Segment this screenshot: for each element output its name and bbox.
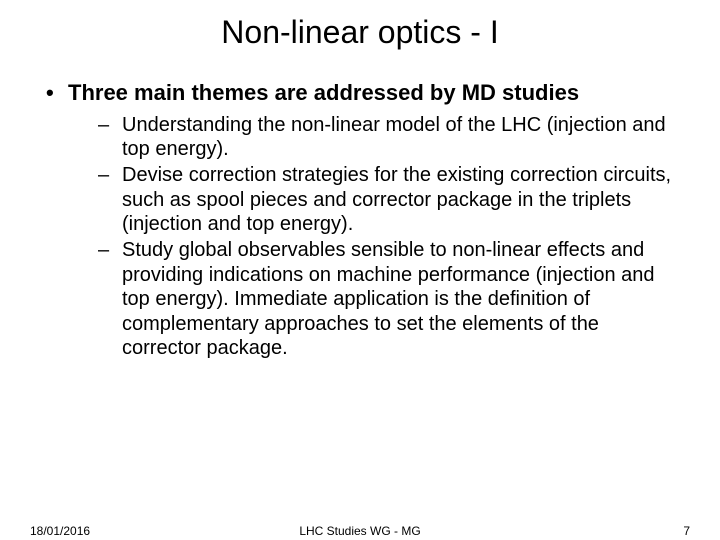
slide: Non-linear optics - I • Three main theme… <box>0 0 720 540</box>
dash-icon: – <box>98 238 109 262</box>
slide-title: Non-linear optics - I <box>0 0 720 61</box>
level1-list: • Three main themes are addressed by MD … <box>40 79 680 360</box>
level2-text: Understanding the non-linear model of th… <box>122 114 666 160</box>
level1-text: Three main themes are addressed by MD st… <box>68 80 579 105</box>
dash-icon: – <box>98 113 109 137</box>
dash-icon: – <box>98 163 109 187</box>
level2-list: – Understanding the non-linear model of … <box>68 107 680 361</box>
level1-item: • Three main themes are addressed by MD … <box>40 79 680 360</box>
footer-center: LHC Studies WG - MG <box>0 524 720 538</box>
level2-text: Devise correction strategies for the exi… <box>122 164 671 235</box>
slide-body: • Three main themes are addressed by MD … <box>0 61 720 360</box>
level2-item: – Study global observables sensible to n… <box>96 238 680 360</box>
level2-text: Study global observables sensible to non… <box>122 239 655 359</box>
footer-page-number: 7 <box>683 524 690 538</box>
level2-item: – Understanding the non-linear model of … <box>96 113 680 162</box>
bullet-icon: • <box>46 79 54 107</box>
level2-item: – Devise correction strategies for the e… <box>96 163 680 236</box>
